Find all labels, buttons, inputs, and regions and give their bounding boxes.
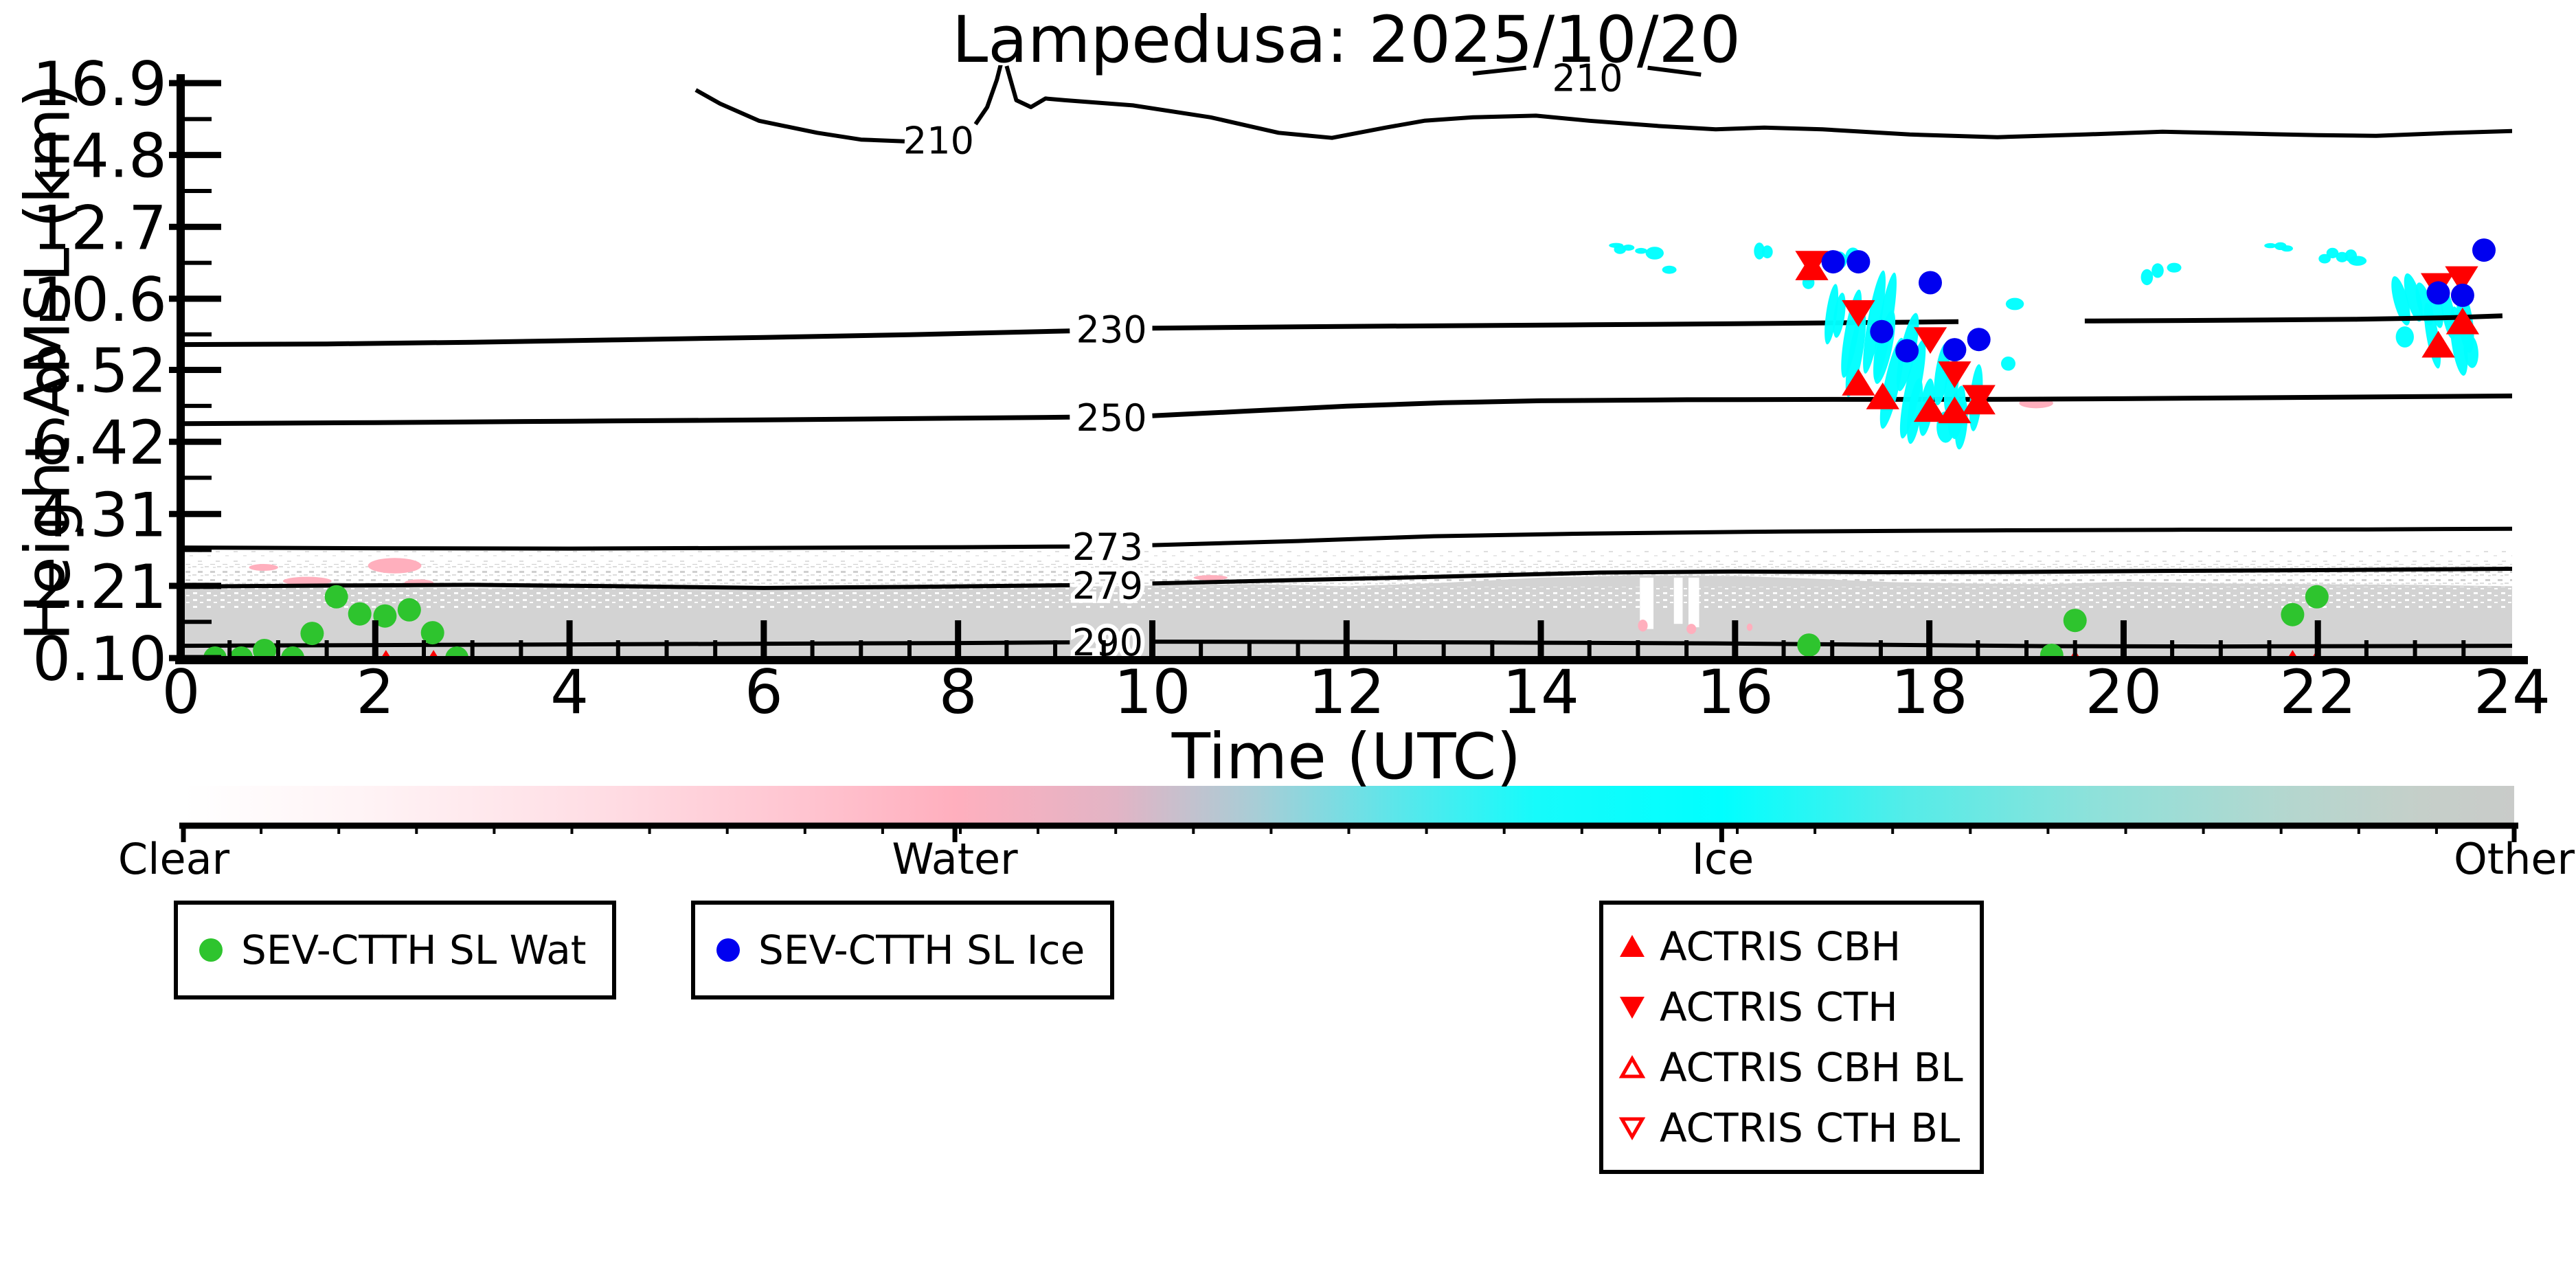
- svg-text:250: 250: [1076, 396, 1147, 440]
- water-circle-icon: [199, 938, 223, 962]
- legend-row-cth-bl: ACTRIS CTH BL: [1617, 1098, 1980, 1158]
- svg-text:210: 210: [903, 120, 974, 163]
- svg-text:230: 230: [1076, 308, 1147, 352]
- svg-text:2.21: 2.21: [32, 552, 167, 622]
- svg-text:16.9: 16.9: [32, 49, 167, 120]
- scatter-markers: [203, 238, 2496, 660]
- svg-text:12.7: 12.7: [32, 192, 167, 263]
- svg-text:2: 2: [356, 657, 394, 727]
- svg-text:12: 12: [1308, 657, 1385, 727]
- legend-sev-ctth-ice: SEV-CTTH SL Ice: [691, 901, 1114, 999]
- triangle-up-open-icon: [1618, 1054, 1646, 1078]
- legend-sev-ctth-wat: SEV-CTTH SL Wat: [174, 901, 616, 999]
- ice-circle-icon: [716, 938, 740, 962]
- colorbar-label-water: Water: [892, 834, 1018, 884]
- svg-text:0: 0: [162, 657, 201, 727]
- svg-text:18: 18: [1891, 657, 1968, 727]
- colorbar: [179, 786, 2518, 842]
- svg-text:10: 10: [1114, 657, 1190, 727]
- svg-text:8: 8: [939, 657, 978, 727]
- svg-text:8.52: 8.52: [32, 336, 167, 407]
- contour-overlays: [2084, 313, 2503, 324]
- legend-label-sev-ice: SEV-CTTH SL Ice: [758, 927, 1085, 973]
- legend-actris: ACTRIS CBH ACTRIS CTH ACTRIS CBH BL ACTR…: [1599, 901, 1984, 1174]
- colorbar-label-ice: Ice: [1691, 834, 1754, 884]
- page-title: Lampedusa: 2025/10/20: [951, 3, 1741, 78]
- svg-text:14.8: 14.8: [32, 121, 167, 192]
- legend-label-cbh: ACTRIS CBH: [1660, 923, 1901, 970]
- legend-label-cth-bl: ACTRIS CTH BL: [1660, 1105, 1961, 1151]
- svg-text:6: 6: [745, 657, 783, 727]
- svg-text:22: 22: [2279, 657, 2356, 727]
- legend-label-cth: ACTRIS CTH: [1660, 984, 1898, 1030]
- svg-text:279: 279: [1072, 564, 1143, 607]
- legend-row-cth: ACTRIS CTH: [1617, 977, 1980, 1037]
- legend-label-cbh-bl: ACTRIS CBH BL: [1660, 1044, 1963, 1091]
- legend-row-cbh-bl: ACTRIS CBH BL: [1617, 1037, 1980, 1098]
- colorbar-label-other: Other: [2453, 834, 2575, 884]
- svg-text:20: 20: [2085, 657, 2162, 727]
- ice-cloud-patches: [1609, 242, 2478, 450]
- svg-text:273: 273: [1072, 526, 1143, 569]
- y-axis-label: Height AMSL (km): [12, 83, 84, 642]
- svg-text:4: 4: [550, 657, 589, 727]
- triangle-up-filled-icon: [1620, 935, 1645, 957]
- svg-text:16: 16: [1697, 657, 1774, 727]
- svg-text:24: 24: [2474, 657, 2551, 727]
- svg-text:210: 210: [1552, 57, 1623, 100]
- svg-text:10.6: 10.6: [32, 264, 167, 335]
- svg-text:4.31: 4.31: [32, 479, 167, 550]
- colorbar-label-clear: Clear: [117, 834, 230, 884]
- svg-text:14: 14: [1502, 657, 1579, 727]
- temperature-contours: [181, 65, 2512, 649]
- triangle-down-open-icon: [1618, 1117, 1646, 1141]
- x-axis-label: Time (UTC): [1171, 720, 1522, 793]
- svg-text:0.10: 0.10: [32, 624, 167, 694]
- legend-row-cbh: ACTRIS CBH: [1617, 916, 1980, 977]
- legend-label-sev-wat: SEV-CTTH SL Wat: [241, 927, 587, 973]
- svg-text:6.42: 6.42: [32, 407, 167, 478]
- triangle-down-filled-icon: [1620, 997, 1645, 1019]
